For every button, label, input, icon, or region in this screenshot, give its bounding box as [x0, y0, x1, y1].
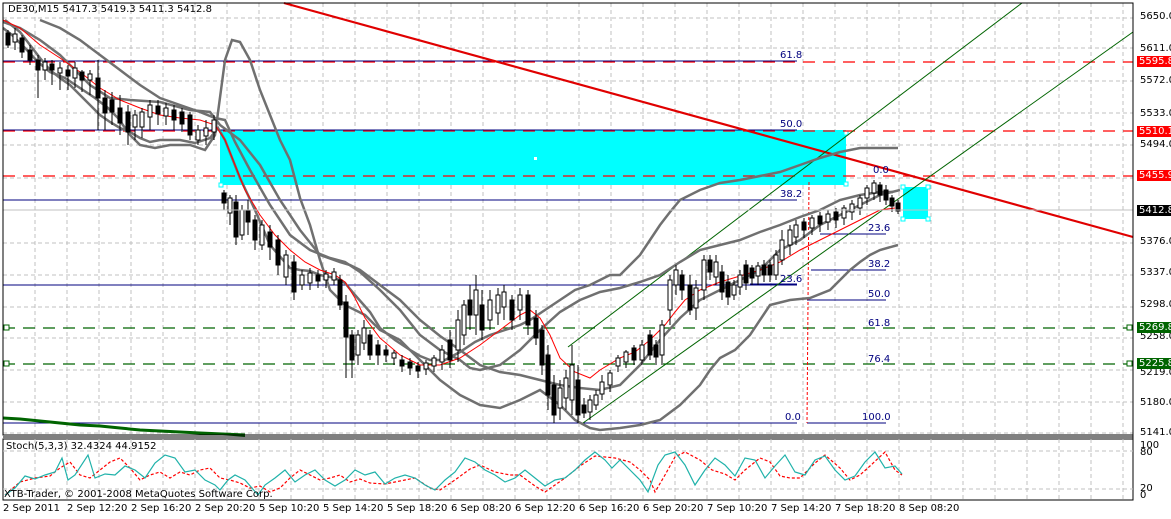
- price-tag-support-2: 5225.8: [1137, 358, 1171, 369]
- time-tick: 2 Sep 16:20: [131, 503, 192, 514]
- fibo-label-50b: 50.0: [868, 289, 891, 300]
- time-tick: 7 Sep 14:20: [771, 503, 832, 514]
- time-tick: 2 Sep 2011: [3, 503, 61, 514]
- support-levels: [3, 327, 1133, 365]
- time-tick: 8 Sep 08:20: [899, 503, 960, 514]
- price-tag-resistance-3: 5455.9: [1137, 170, 1171, 181]
- time-tick: 2 Sep 20:20: [195, 503, 256, 514]
- time-tick: 5 Sep 18:20: [387, 503, 448, 514]
- price-tick: 5494.0: [1140, 139, 1171, 150]
- fibo-label-76-4: 76.4: [868, 354, 891, 365]
- price-tick: 5298.0: [1140, 299, 1171, 310]
- time-tick: 5 Sep 14:20: [323, 503, 384, 514]
- price-tag-resistance-2: 5510.1: [1137, 126, 1171, 137]
- fibo-label-23-6: 23.6: [868, 223, 891, 234]
- time-tick: 6 Sep 20:20: [643, 503, 704, 514]
- fibo-label-100: 100.0: [862, 412, 891, 423]
- time-tick: 2 Sep 12:20: [67, 503, 128, 514]
- fibo-label-38-2b: 38.2: [868, 259, 891, 270]
- fibo-label-61-8: 61.8: [780, 50, 803, 61]
- candles: [5, 28, 901, 423]
- stoch-main-line: [4, 451, 903, 496]
- green-descending: [2, 416, 246, 437]
- price-tag-support-1: 5269.8: [1137, 322, 1171, 333]
- price-tick: 5650.0: [1140, 11, 1171, 22]
- fibo-label-61-8b: 61.8: [868, 318, 891, 329]
- time-tick: 5 Sep 10:20: [259, 503, 320, 514]
- price-tick: 5258.0: [1140, 331, 1171, 342]
- target-zone-rect: [903, 187, 928, 219]
- time-tick: 6 Sep 08:20: [451, 503, 512, 514]
- time-tick: 6 Sep 16:20: [579, 503, 640, 514]
- copyright-text: XTB-Trader, © 2001-2008 MetaQuotes Softw…: [4, 489, 273, 500]
- price-tick: 5219.0: [1140, 367, 1171, 378]
- stoch-tick: 100: [1140, 440, 1160, 451]
- price-tick: 5180.0: [1140, 397, 1171, 408]
- time-tick: 7 Sep 10:20: [707, 503, 768, 514]
- price-tick: 5533.0: [1140, 108, 1171, 119]
- price-tick: 5337.0: [1140, 267, 1171, 278]
- fibo-label-23-6-mid: 23.6: [780, 274, 803, 285]
- stoch-tick: 0: [1140, 490, 1147, 501]
- fibo-label-50: 50.0: [780, 119, 803, 130]
- price-tick: 5376.0: [1140, 236, 1171, 247]
- fibo-label-0: 0.0: [873, 165, 889, 176]
- symbol-info: DE30,M15 5417.3 5419.3 5411.3 5412.8: [8, 4, 212, 15]
- stoch-tick: 80: [1140, 447, 1153, 458]
- price-tag-resistance-1: 5595.8: [1137, 56, 1171, 67]
- green-channel: [567, 2, 1134, 424]
- price-tick: 5141.0: [1140, 427, 1171, 438]
- fibo-label-38-2: 38.2: [780, 189, 803, 200]
- price-tick: 5572.0: [1140, 75, 1171, 86]
- time-tick: 6 Sep 12:20: [515, 503, 576, 514]
- red-trendline: [283, 1, 1134, 239]
- stoch-tick: 20: [1140, 483, 1153, 494]
- price-tag-current: 5412.8: [1137, 205, 1171, 216]
- stoch-label: Stoch(5,3,3) 32.4324 44.9152: [6, 441, 157, 452]
- time-tick: 7 Sep 18:20: [835, 503, 896, 514]
- price-tick: 5611.0: [1140, 43, 1171, 54]
- fibo-label-0b: 0.0: [785, 412, 801, 423]
